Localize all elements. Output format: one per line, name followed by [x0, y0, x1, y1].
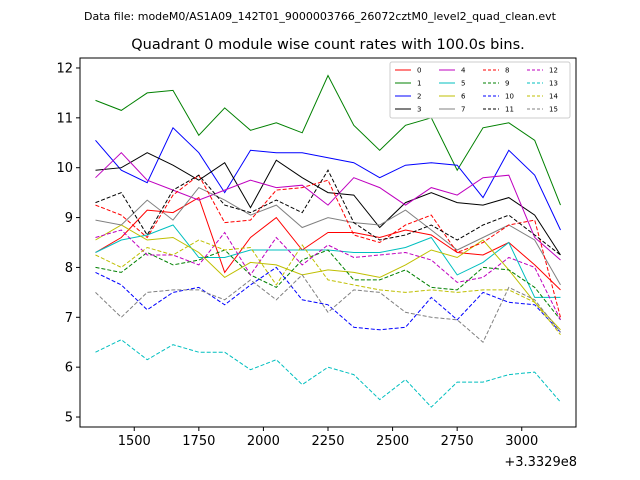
- legend-label: 4: [461, 67, 466, 75]
- series-line-0: [95, 196, 561, 291]
- series-line-3: [95, 152, 561, 256]
- legend-label: 8: [505, 67, 509, 75]
- chart-title: Quadrant 0 module wise count rates with …: [131, 37, 525, 53]
- y-tick-label: 10: [56, 161, 73, 176]
- legend-label: 10: [505, 93, 514, 101]
- legend-label: 11: [505, 106, 514, 114]
- legend-label: 3: [417, 106, 421, 114]
- plot-area: [95, 74, 561, 408]
- datafile-label: Data file: modeM0/AS1A09_142T01_90000037…: [84, 10, 557, 23]
- legend-label: 5: [461, 80, 465, 88]
- legend-label: 15: [549, 106, 558, 114]
- y-tick-label: 6: [65, 361, 73, 376]
- x-tick-label: 2750: [441, 434, 474, 449]
- x-tick-label: 2250: [311, 434, 344, 449]
- series-line-11: [95, 169, 561, 256]
- series-line-2: [95, 126, 561, 231]
- x-tick-label: 3000: [505, 434, 538, 449]
- series-line-8: [95, 174, 561, 318]
- legend-label: 6: [461, 93, 466, 101]
- x-offset-label: +3.3329e8: [504, 455, 577, 470]
- legend-label: 9: [505, 80, 509, 88]
- legend-label: 1: [417, 80, 421, 88]
- series-line-14: [95, 239, 561, 336]
- x-tick-label: 2500: [376, 434, 409, 449]
- series-line-12: [95, 229, 561, 321]
- series-line-15: [95, 274, 561, 344]
- y-tick-label: 9: [65, 211, 73, 226]
- y-tick-label: 12: [56, 61, 73, 76]
- series-line-4: [95, 151, 561, 261]
- x-tick-label: 1750: [182, 434, 215, 449]
- series-line-6: [95, 224, 561, 331]
- series-line-10: [95, 266, 561, 333]
- series-line-7: [95, 186, 561, 286]
- legend-label: 0: [417, 67, 421, 75]
- x-tick-label: 2000: [247, 434, 280, 449]
- legend-label: 2: [417, 93, 421, 101]
- y-tick-label: 5: [65, 411, 73, 426]
- y-tick-label: 11: [56, 111, 73, 126]
- series-line-9: [95, 249, 561, 321]
- series-line-1: [95, 74, 561, 206]
- legend-label: 12: [549, 67, 558, 75]
- legend-label: 7: [461, 106, 465, 114]
- y-tick-label: 7: [65, 311, 73, 326]
- legend-label: 13: [549, 80, 558, 88]
- y-tick-label: 8: [65, 261, 73, 276]
- legend-box: [389, 61, 571, 119]
- series-line-13: [95, 339, 561, 408]
- legend-label: 14: [549, 93, 558, 101]
- x-tick-label: 1500: [118, 434, 151, 449]
